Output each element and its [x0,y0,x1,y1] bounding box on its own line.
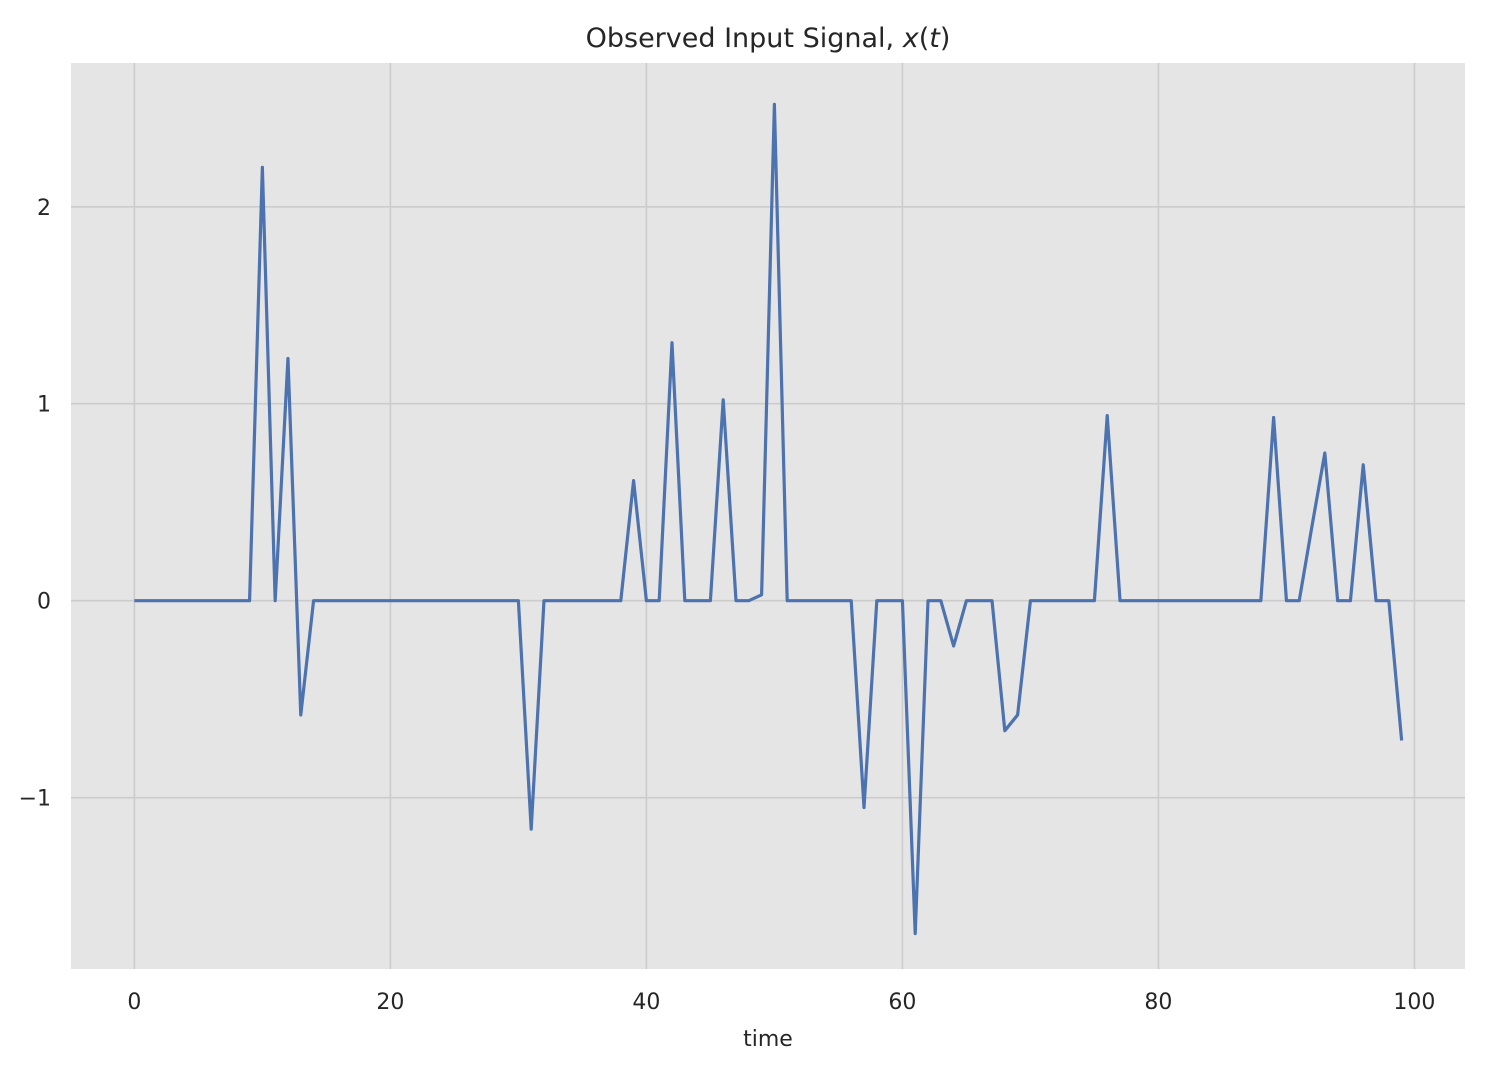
plot-area [71,63,1465,969]
x-gridlines [133,63,1416,969]
x-tick-label: 80 [1144,990,1172,1015]
chart-title-text: Observed Input Signal, [586,23,903,54]
chart-title-var-t: t [929,23,941,54]
y-tick-label: 2 [37,196,51,221]
x-tick-label: 20 [376,990,404,1015]
y-tick-label: 1 [37,393,51,418]
x-axis-label: time [743,1027,793,1052]
x-tick-labels: 0 20 40 60 80 100 [127,990,1435,1015]
x-tick-label: 60 [888,990,916,1015]
chart-title-var-x: x [902,23,920,54]
y-tick-labels: −1 0 1 2 [19,196,51,812]
y-tick-label: −1 [19,787,51,812]
chart-title: Observed Input Signal, x(t) [586,23,951,54]
x-tick-label: 40 [632,990,660,1015]
chart-title-paren-open: ( [919,23,930,54]
x-tick-label: 100 [1393,990,1435,1015]
x-tick-label: 0 [127,990,141,1015]
chart-title-paren-close: ) [940,23,951,54]
y-tick-label: 0 [37,590,51,615]
series-line [134,102,1404,936]
